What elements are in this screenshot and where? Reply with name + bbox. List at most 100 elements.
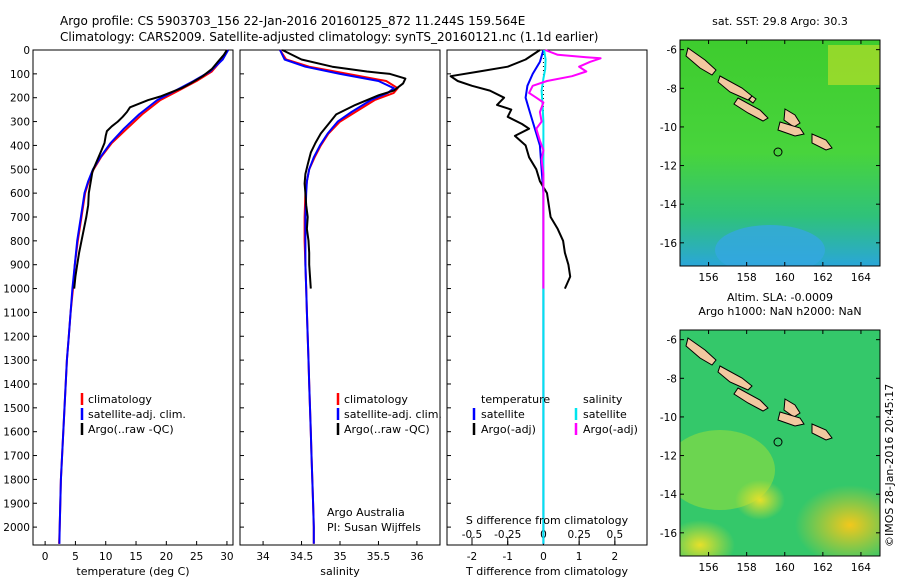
legend-label-climatology: climatology — [88, 393, 152, 406]
series-line — [58, 49, 229, 544]
y-tick-label: 700 — [10, 212, 30, 224]
y-tick-label: 2000 — [3, 522, 30, 534]
island-malaita — [783, 108, 801, 128]
island-choiseul — [717, 75, 753, 101]
y-tick-label: 100 — [10, 69, 30, 81]
map-y-tick-label: -14 — [660, 199, 677, 211]
title-line-1: Argo profile: CS 5903703_156 22-Jan-2016… — [60, 14, 525, 28]
legend-label-s-argo: Argo(-adj) — [583, 423, 638, 436]
sla-map-title-1: Altim. SLA: -0.0009 — [727, 291, 833, 304]
y-tick-label: 0 — [23, 45, 30, 57]
x-tick-label: 30 — [220, 551, 233, 563]
title-line-2: Climatology: CARS2009. Satellite-adjuste… — [60, 30, 598, 44]
island-guadalcanal — [777, 411, 805, 427]
legend-label-argo: Argo(..raw -QC) — [88, 423, 174, 436]
sst-map-frame — [679, 39, 881, 267]
legend-title-salinity: salinity — [583, 393, 623, 406]
x-tick-label: 1 — [576, 551, 583, 563]
map-x-tick-label: 158 — [737, 272, 757, 284]
map-y-tick-label: -10 — [660, 412, 677, 424]
temperature-axes: 0100200300400500600700800900100011001200… — [3, 45, 233, 563]
x-tick-label: 2 — [612, 551, 619, 563]
sla-map — [680, 330, 880, 556]
difference-xlabel-top: S difference from climatology — [466, 514, 629, 527]
island-small — [748, 95, 757, 104]
difference-xlabel: T difference from climatology — [465, 565, 628, 578]
difference-lines — [449, 49, 602, 544]
difference-legend: temperature salinity satellite Argo(-adj… — [472, 393, 638, 436]
legend-label-t-argo: Argo(-adj) — [481, 423, 536, 436]
legend-label-t-satellite: satellite — [481, 408, 525, 421]
legend-label-satellite: satellite-adj. clim. — [88, 408, 186, 421]
map-x-tick-label: 164 — [851, 562, 871, 574]
series-line — [281, 49, 407, 289]
salinity-legend: climatology satellite-adj. clim. Argo(..… — [327, 393, 442, 534]
sst-map-axes: 156 158 160 162 164 -6 -8 -10 -12 -14 -16 — [660, 40, 880, 284]
x-tick-label: 35 — [333, 551, 346, 563]
x-tick-top-label: 0.5 — [607, 529, 624, 541]
y-tick-label: 1200 — [3, 331, 30, 343]
island-choiseul — [717, 365, 753, 391]
sla-map-title-2: Argo h1000: NaN h2000: NaN — [698, 305, 861, 318]
legend-label-satellite: satellite-adj. clim. — [344, 408, 442, 421]
series-line — [528, 49, 602, 289]
map-y-tick-label: -16 — [660, 528, 677, 540]
x-tick-label: 34 — [256, 551, 270, 563]
island-makira — [811, 133, 833, 151]
map-x-tick-label: 162 — [813, 272, 833, 284]
y-tick-label: 1600 — [3, 427, 30, 439]
y-tick-label: 600 — [10, 188, 30, 200]
x-tick-label: 20 — [160, 551, 173, 563]
map-x-tick-label: 156 — [699, 562, 719, 574]
x-tick-label: 10 — [99, 551, 112, 563]
x-tick-label: 0 — [540, 551, 547, 563]
temperature-plot-frame — [32, 49, 234, 546]
map-y-tick-label: -12 — [660, 161, 677, 173]
island-malaita — [783, 398, 801, 418]
annotation-pi: PI: Susan Wijffels — [327, 521, 421, 534]
sla-map-axes: 156 158 160 162 164 -6 -8 -10 -12 -14 -16 — [660, 330, 880, 574]
x-tick-label: 5 — [72, 551, 79, 563]
map-y-tick-label: -16 — [660, 238, 677, 250]
map-y-tick-label: -10 — [660, 122, 677, 134]
temperature-lines — [58, 49, 230, 544]
map-y-tick-label: -12 — [660, 451, 677, 463]
y-tick-label: 1800 — [3, 474, 30, 486]
island-bougainville — [685, 337, 717, 366]
series-line — [540, 49, 547, 544]
sst-warm-patch — [828, 45, 880, 85]
argo-position-marker — [773, 437, 783, 447]
legend-title-temperature: temperature — [481, 393, 550, 406]
y-tick-label: 200 — [10, 93, 30, 105]
y-tick-label: 1700 — [3, 451, 30, 463]
series-line — [73, 49, 228, 289]
island-makira — [811, 423, 833, 441]
sla-islands — [685, 337, 833, 441]
island-santa-isabel — [733, 387, 769, 412]
map-y-tick-label: -6 — [667, 45, 678, 57]
map-x-tick-label: 162 — [813, 562, 833, 574]
x-tick-label: 0 — [42, 551, 49, 563]
series-line — [58, 49, 230, 544]
x-tick-label: -1 — [502, 551, 512, 563]
sst-cool-patch — [715, 225, 825, 266]
temperature-legend: climatology satellite-adj. clim. Argo(..… — [80, 393, 186, 436]
island-santa-isabel — [733, 97, 769, 122]
salinity-plot-frame — [239, 49, 441, 546]
legend-label-climatology: climatology — [344, 393, 408, 406]
map-y-tick-label: -8 — [667, 373, 677, 385]
y-tick-label: 1100 — [3, 307, 30, 319]
argo-position-marker — [773, 147, 783, 157]
x-tick-label: 25 — [190, 551, 203, 563]
map-x-tick-label: 160 — [775, 272, 795, 284]
y-tick-label: 800 — [10, 236, 30, 248]
island-bougainville — [685, 47, 717, 76]
x-tick-label: -2 — [467, 551, 477, 563]
sst-map — [680, 40, 880, 266]
x-tick-label: 35.5 — [367, 551, 390, 563]
y-tick-label: 1500 — [3, 403, 30, 415]
series-line — [279, 49, 399, 544]
map-x-tick-label: 164 — [851, 272, 871, 284]
legend-label-argo: Argo(..raw -QC) — [344, 423, 430, 436]
